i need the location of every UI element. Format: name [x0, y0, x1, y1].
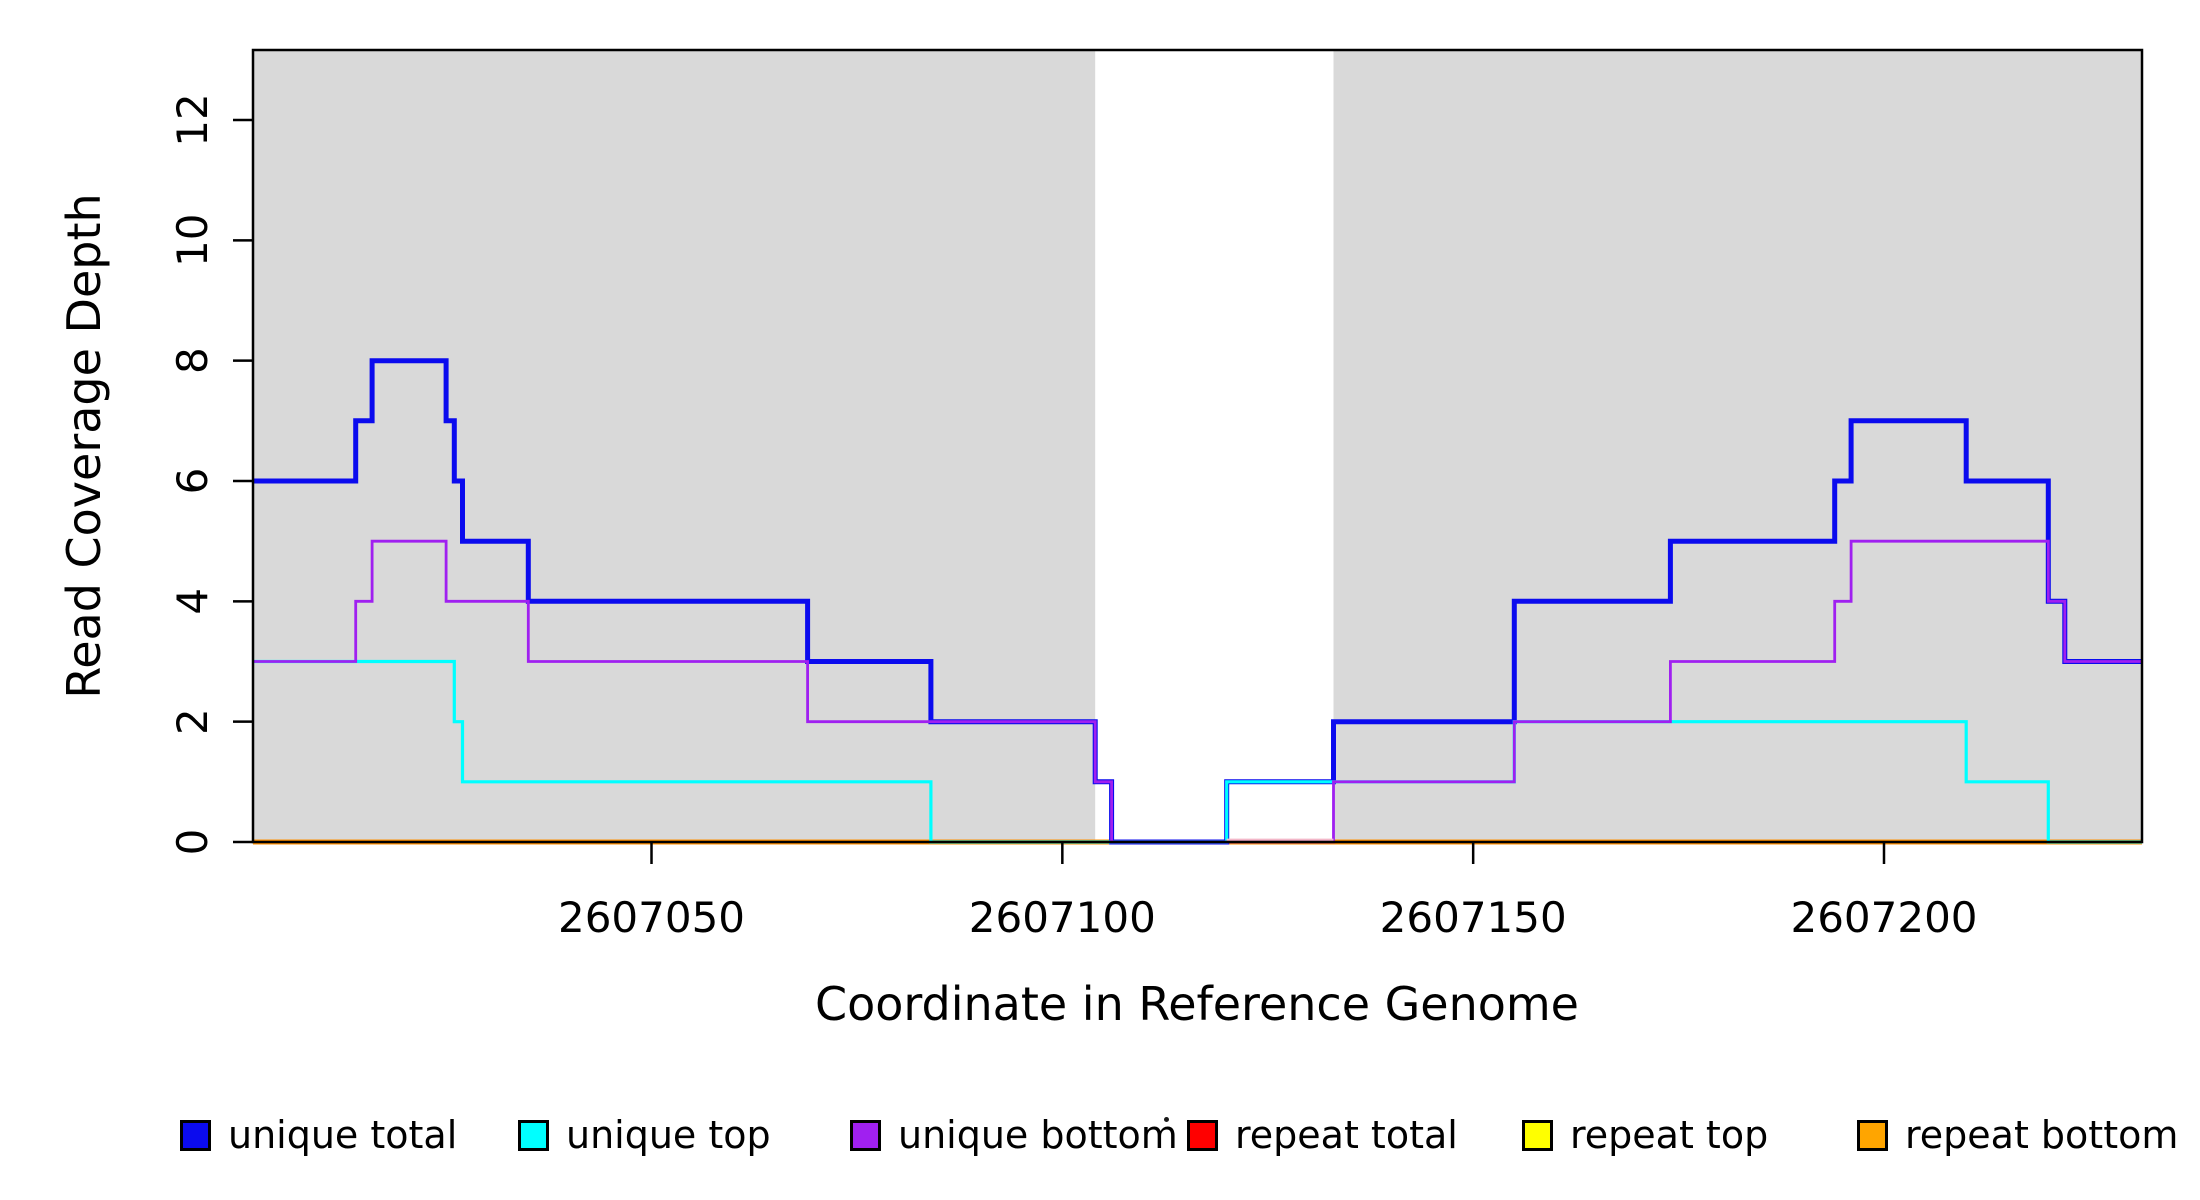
legend-label-repeat-top: repeat top [1570, 1113, 1769, 1157]
unique-bottom-swatch [850, 1119, 881, 1151]
left-unique-region [253, 50, 1096, 842]
legend-label-unique-top: unique top [566, 1113, 771, 1157]
y-tick-label: 0 [168, 829, 217, 856]
plot-border [251, 48, 2144, 844]
legend-item-unique-total: unique total [180, 1110, 457, 1160]
unique-top-swatch [518, 1119, 549, 1151]
y-tick-label: 8 [168, 347, 217, 374]
legend-item-repeat-top: repeat top [1522, 1110, 1768, 1160]
y-axis-title: Read Coverage Depth [57, 193, 111, 698]
legend-label-repeat-bottom: repeat bottom [1905, 1113, 2179, 1157]
legend-label-unique-bottom: unique bottom [898, 1113, 1178, 1157]
y-tick-label: 4 [168, 588, 217, 615]
repeat-total-swatch [1187, 1119, 1218, 1151]
legend-item-unique-bottom: unique bottom [850, 1110, 1178, 1160]
y-tick-label: 6 [168, 468, 217, 495]
repeat-bottom-swatch [1857, 1119, 1888, 1151]
x-tick-label: 2607200 [1790, 893, 1977, 942]
right-unique-region [1333, 50, 2142, 842]
x-axis-title: Coordinate in Reference Genome [815, 977, 1579, 1031]
y-tick-label: 12 [168, 93, 217, 146]
shaded-regions-layer [253, 50, 2142, 842]
legend-item-unique-top: unique top [518, 1110, 771, 1160]
y-tick-label: 2 [168, 708, 217, 735]
stray-mark-dot [1164, 1117, 1169, 1122]
legend: unique total unique top unique bottom re… [0, 1110, 2200, 1170]
x-tick-label: 2607050 [558, 893, 745, 942]
legend-item-repeat-bottom: repeat bottom [1857, 1110, 2178, 1160]
axes-layer: 0 2 4 6 8 10 12 2607050 2607100 2607150 2607200 [168, 48, 2144, 942]
x-tick-label: 2607100 [969, 893, 1156, 942]
y-tick-label: 10 [168, 214, 217, 267]
legend-label-repeat-total: repeat total [1235, 1113, 1458, 1157]
series-unique-top-line [253, 659, 2142, 844]
repeat-top-swatch [1522, 1119, 1553, 1151]
x-tick-label: 2607150 [1380, 893, 1567, 942]
legend-label-unique-total: unique total [228, 1113, 458, 1157]
unique-total-swatch [180, 1119, 211, 1151]
legend-item-repeat-total: repeat total [1187, 1110, 1458, 1160]
